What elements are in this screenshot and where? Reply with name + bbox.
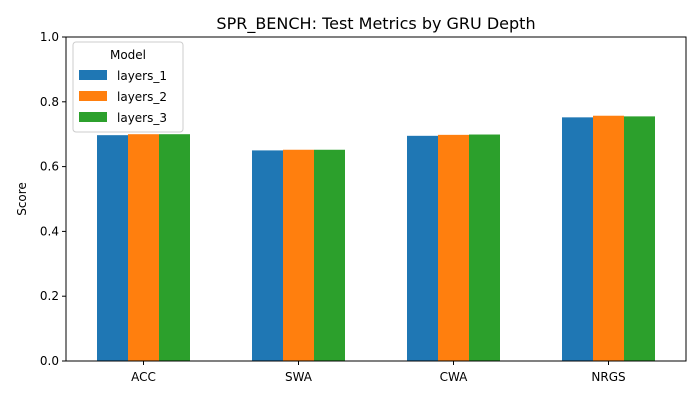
y-tick-label: 0.2 xyxy=(40,289,59,303)
y-tick-label: 1.0 xyxy=(40,30,59,44)
legend-title: Model xyxy=(110,48,146,62)
x-tick-label: CWA xyxy=(440,370,469,384)
x-tick-label: ACC xyxy=(131,370,156,384)
legend-swatch xyxy=(79,112,107,122)
y-axis-label: Score xyxy=(15,182,29,216)
y-tick-label: 0.6 xyxy=(40,160,59,174)
legend: Model layers_1 layers_2 layers_3 xyxy=(72,41,184,133)
y-tick-label: 0.8 xyxy=(40,95,59,109)
bar-layers_2-NRGS xyxy=(593,115,624,361)
legend-swatch xyxy=(79,70,107,80)
bar-layers_3-ACC xyxy=(159,134,190,361)
y-tick-label: 0.4 xyxy=(40,224,59,238)
y-tick-label: 0.0 xyxy=(40,354,59,368)
legend-label: layers_1 xyxy=(117,69,167,83)
bar-layers_1-ACC xyxy=(97,135,128,361)
bar-layers_3-NRGS xyxy=(624,116,655,361)
bar-layers_3-SWA xyxy=(314,149,345,361)
bar-layers_2-ACC xyxy=(128,134,159,361)
legend-frame xyxy=(72,41,184,133)
legend-label: layers_3 xyxy=(117,111,167,125)
legend-label: layers_2 xyxy=(117,90,167,104)
axes-frame xyxy=(65,36,687,362)
bar-layers_1-NRGS xyxy=(562,117,593,361)
x-tick-label: NRGS xyxy=(591,370,625,384)
legend-swatch xyxy=(79,91,107,101)
bar-layers_1-SWA xyxy=(252,150,283,361)
chart-title: SPR_BENCH: Test Metrics by GRU Depth xyxy=(216,14,535,34)
x-tick-label: SWA xyxy=(285,370,313,384)
bar-layers_1-CWA xyxy=(407,135,438,361)
bar-layers_2-CWA xyxy=(438,134,469,361)
plot-area: 0.0 0.2 0.4 0.6 0.8 1.0 ACC SWA CWA NRGS xyxy=(40,30,687,384)
bar-layers_2-SWA xyxy=(283,149,314,361)
bar-layers_3-CWA xyxy=(469,134,500,361)
